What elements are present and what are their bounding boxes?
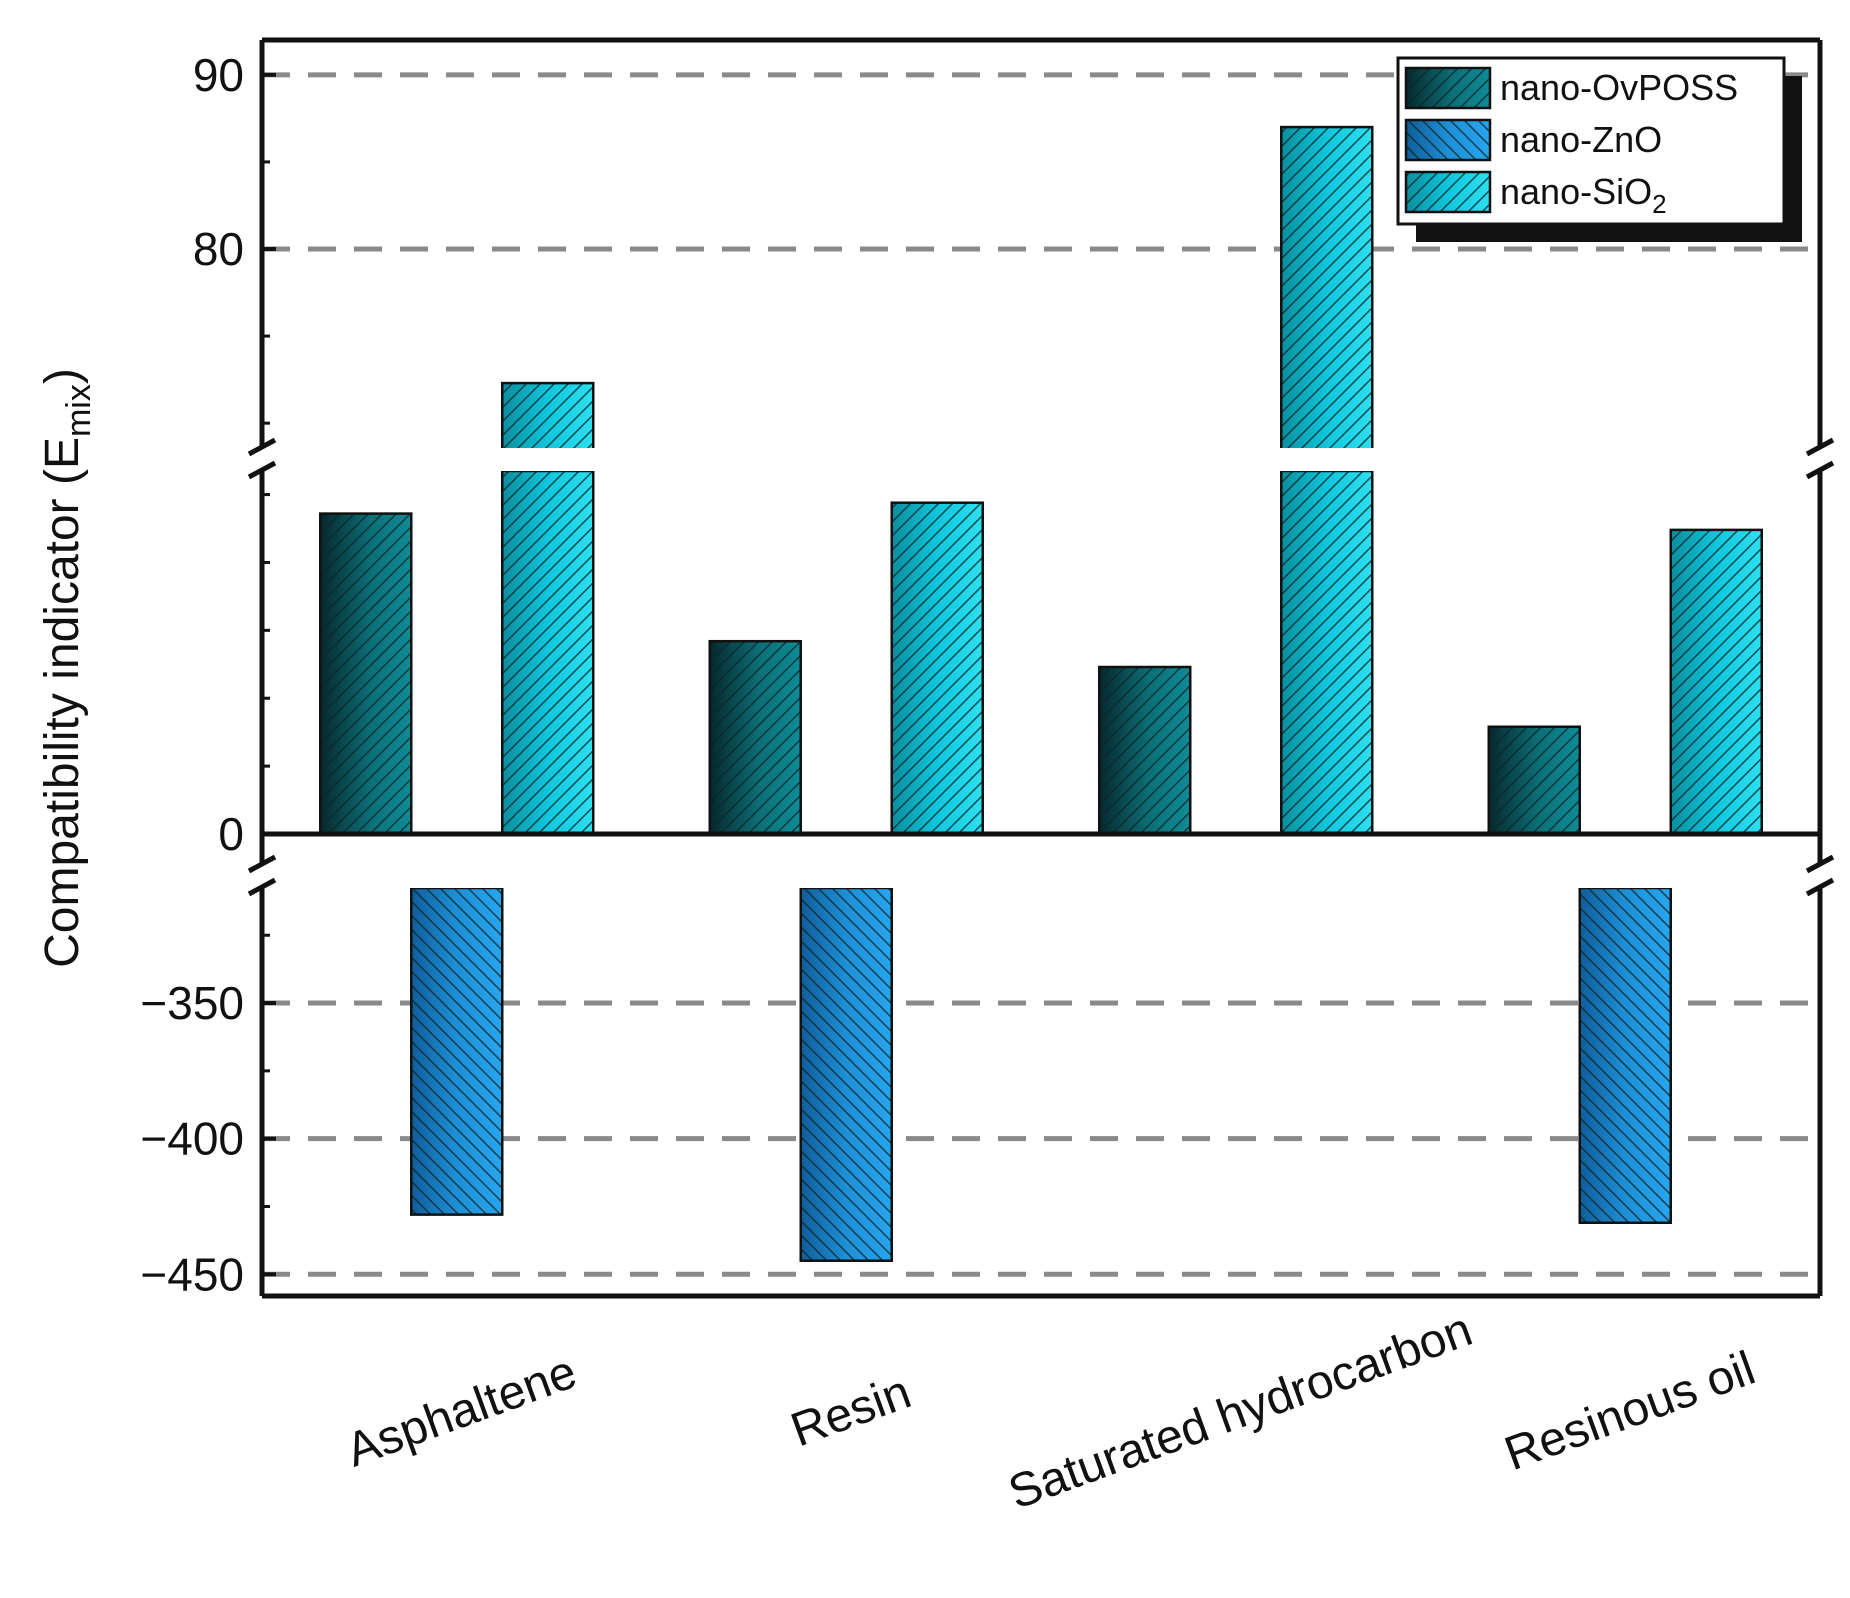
y-tick-label--350: −350 [140,977,244,1029]
axis-break-mark-left-2 [247,854,277,897]
legend-swatch-hatch [1404,118,1492,162]
bar-nano-zno-resin-hatch [799,886,893,1262]
y-axis-label: Compatibility indicator (Emix) [36,368,98,968]
bar-nano-zno-resinous-oil [1578,886,1672,1225]
y-axis-label-close: ) [36,368,89,384]
bar-nano-sio2-asphaltene-part2-hatch [501,469,595,836]
break-slash [247,877,277,897]
break-slash [1805,437,1835,457]
bar-nano-zno-asphaltene [410,886,504,1216]
legend-item-nano-ovposs: nano-OvPOSS [1404,66,1738,110]
break-slash [247,460,277,480]
break-slash [247,437,277,457]
legend-label-main: nano-ZnO [1500,119,1662,160]
axis-break-mark-right-2 [1805,854,1835,897]
bar-nano-sio2-resin [890,501,984,836]
bar-nano-zno-resin [799,886,893,1262]
x-tick-label-saturated-hydrocarbon: Saturated hydrocarbon [1002,1303,1479,1520]
bar-nano-sio2-saturated-hydrocarbon-part1 [1280,125,1374,463]
x-tick-label-resin: Resin [784,1366,917,1458]
axis-break-mark-left-1 [247,437,277,480]
axis-break-mark-right-1 [1805,437,1835,480]
bar-nano-sio2-resinous-oil [1669,528,1763,836]
bar-nano-sio2-saturated-hydrocarbon-part1-hatch [1280,125,1374,463]
legend-item-nano-zno: nano-ZnO [1404,118,1662,162]
bar-nano-ovposs-asphaltene-hatch [319,512,413,836]
bar-nano-ovposs-asphaltene [319,512,413,836]
bar-nano-ovposs-resin [708,639,802,836]
bar-nano-sio2-resin-hatch [890,501,984,836]
bar-nano-ovposs-saturated-hydrocarbon-hatch [1098,665,1192,836]
y-tick-label-0: 0 [218,808,244,860]
break-slash [1805,460,1835,480]
bar-nano-sio2-resinous-oil-hatch [1669,528,1763,836]
bar-nano-ovposs-saturated-hydrocarbon [1098,665,1192,836]
bar-nano-zno-asphaltene-hatch [410,886,504,1216]
bar-nano-sio2-asphaltene-part2 [501,469,595,836]
bar-nano-zno-resinous-oil-hatch [1578,886,1672,1225]
bar-nano-ovposs-resin-hatch [708,639,802,836]
axis-break-gap-2 [266,865,1816,888]
legend-label-nano-zno: nano-ZnO [1500,119,1662,160]
y-tick-label-80: 80 [193,223,244,275]
legend-label-main: nano-SiO [1500,171,1652,212]
legend-label-main: nano-OvPOSS [1500,67,1738,108]
y-tick-label--400: −400 [140,1113,244,1165]
x-tick-label-resinous-oil: Resinous oil [1498,1342,1762,1481]
axis-break-gap-1 [266,448,1816,471]
y-axis-label-subscript: mix [60,384,98,437]
legend-swatch-hatch [1404,66,1492,110]
y-axis-label-main: Compatibility indicator (E [36,437,89,968]
bar-nano-ovposs-resinous-oil-hatch [1487,725,1581,836]
bar-nano-sio2-saturated-hydrocarbon-part2 [1280,469,1374,836]
legend-label-nano-ovposs: nano-OvPOSS [1500,67,1738,108]
legend-label-subscript: 2 [1652,189,1666,219]
x-tick-label-asphaltene: Asphaltene [340,1345,584,1477]
y-tick-label-90: 90 [193,49,244,101]
legend-label-nano-sio2: nano-SiO2 [1500,171,1667,219]
bar-nano-sio2-saturated-hydrocarbon-part2-hatch [1280,469,1374,836]
bar-nano-ovposs-resinous-oil [1487,725,1581,836]
break-slash [1805,854,1835,874]
break-slash [247,854,277,874]
legend-item-nano-sio2: nano-SiO2 [1404,170,1667,219]
break-slash [1805,877,1835,897]
y-tick-label--450: −450 [140,1248,244,1300]
legend-swatch-hatch [1404,170,1492,214]
